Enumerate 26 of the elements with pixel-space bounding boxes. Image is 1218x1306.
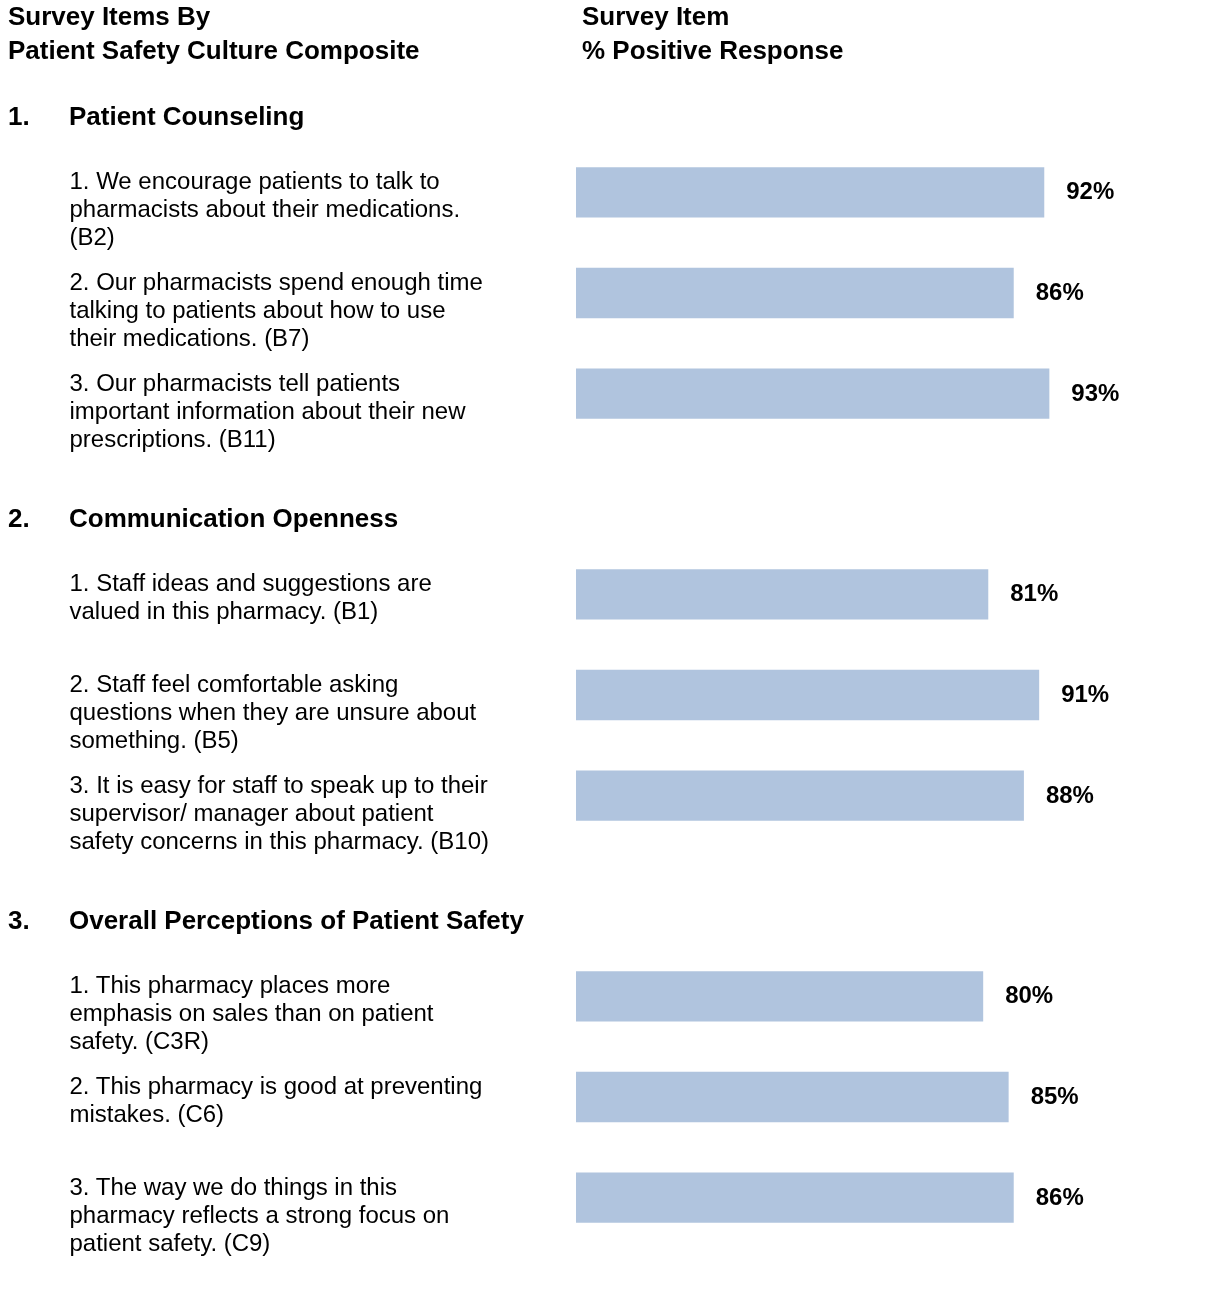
data-label: 91% <box>1061 680 1110 707</box>
data-label: 81% <box>1010 579 1059 607</box>
y-tick-label: 2. This pharmacy is good at preventing mistakes. (C6) <box>69 1072 483 1127</box>
y-tick-label: 3. The way we do things in this pharmacy reflects a strong focus on patient safety. (C9) <box>69 1172 450 1256</box>
y-tick-label: 2. Our pharmacists spend enough time talking to patients about how to use their medications. (B7) <box>69 268 483 351</box>
text: Overall Perceptions of Patient Safety <box>69 905 525 935</box>
y-tick-label: 3. Our pharmacists tell patients important information about their new prescriptions. (B11) <box>69 368 467 452</box>
y-axis-title: Survey Items By Patient Safety Culture Composite <box>8 1 420 66</box>
data-label: 88% <box>1045 780 1094 808</box>
text: 2. <box>8 503 30 533</box>
data-label: 93% <box>1071 378 1120 406</box>
data-label: 92% <box>1066 177 1115 205</box>
data-label: 86% <box>1035 1182 1084 1210</box>
text: Patient Counseling <box>69 101 305 131</box>
y-tick-label: 3. It is easy for staff to speak up to their supervisor/ manager about patient safety concerns in this pharmacy. (B10) <box>69 770 489 854</box>
y-tick-label: 1. Staff ideas and suggestions are valued in this pharmacy. (B1) <box>69 569 432 625</box>
text: 1. <box>8 101 30 131</box>
data-label: 86% <box>1035 278 1084 305</box>
y-tick-label: 1. We encourage patients to talk to pharmacists about their medications. (B2) <box>69 167 461 251</box>
y-tick-label: 1. This pharmacy places more emphasis on sales than on patient safety. (C3R) <box>69 971 434 1055</box>
data-label: 80% <box>1005 981 1054 1009</box>
text: 3. <box>8 905 30 935</box>
data-label: 85% <box>1030 1082 1079 1109</box>
text: Communication Openness <box>69 503 399 533</box>
y-tick-label: 2. Staff feel comfortable asking questions when they are unsure about something. (B5) <box>69 670 477 753</box>
x-axis-title: Survey Item % Positive Response <box>581 1 844 66</box>
